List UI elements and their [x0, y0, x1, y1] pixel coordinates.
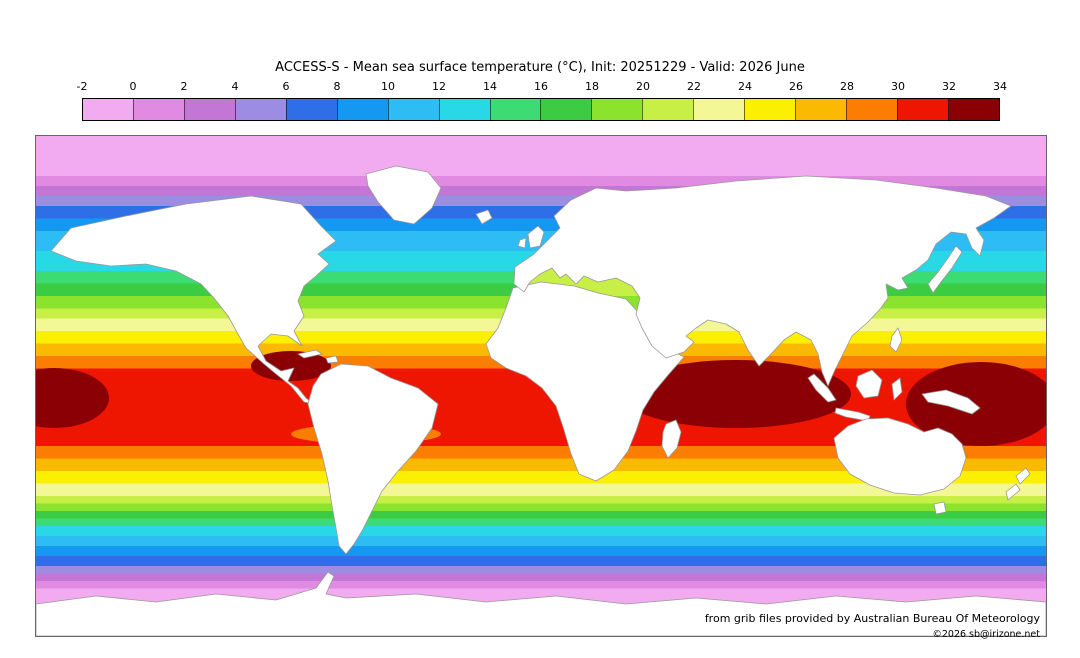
colorbar-segment	[336, 99, 388, 120]
colorbar-segment	[591, 99, 643, 120]
island-sumatra	[807, 373, 837, 403]
colorbar-tick-label: 6	[282, 80, 290, 93]
continent-australia	[833, 417, 967, 496]
island-ireland	[517, 237, 527, 249]
data-source-credit: from grib files provided by Australian B…	[704, 612, 1040, 625]
warm-pool-caribbean	[251, 351, 331, 381]
island-new-guinea	[921, 389, 981, 415]
colorbar: -2 0 2 4 6 8 10 12 14 16 18 20 22 24 26 28 30 32 34	[77, 80, 1007, 121]
continent-antarctica	[36, 571, 1046, 636]
colorbar-segment	[947, 99, 999, 120]
island-japan	[927, 245, 963, 294]
colorbar-tick-label: 0	[129, 80, 137, 93]
colorbar-tick-label: 20	[636, 80, 650, 93]
colorbar-tick-label: 28	[840, 80, 854, 93]
warm-pool-central-pacific	[36, 368, 109, 428]
page-title: ACCESS-S - Mean sea surface temperature …	[275, 60, 805, 75]
island-tasmania	[933, 501, 947, 515]
continent-eurasia	[513, 175, 1012, 387]
island-hispaniola	[325, 355, 339, 364]
colorbar-segment	[234, 99, 286, 120]
colorbar-tick-label: 22	[686, 80, 701, 93]
island-greenland	[365, 165, 442, 225]
world-sst-map	[36, 136, 1046, 636]
colorbar-segment	[744, 99, 796, 120]
colorbar-ticks: -2 0 2 4 6 8 10 12 14 16 18 20 22 24 26 28 30 32 34	[77, 80, 1007, 94]
colorbar-segment	[183, 99, 235, 120]
island-great-britain	[527, 225, 545, 249]
colorbar-tick-label: 10	[380, 80, 395, 93]
colorbar-tick-label: 30	[891, 80, 905, 93]
colorbar-segment	[897, 99, 948, 120]
colorbar-bar	[82, 98, 1000, 121]
island-philippines	[889, 327, 903, 353]
island-iceland	[475, 209, 493, 225]
island-new-zealand-north	[1015, 467, 1031, 485]
continent-africa	[485, 281, 685, 482]
island-new-zealand-south	[1005, 483, 1021, 501]
world-map-panel	[35, 135, 1047, 637]
island-madagascar	[661, 419, 682, 459]
colorbar-segment	[642, 99, 694, 120]
colorbar-tick-label: 8	[333, 80, 341, 93]
colorbar-tick-label: 34	[993, 80, 1007, 93]
colorbar-segment	[285, 99, 337, 120]
island-cuba	[297, 349, 323, 359]
colorbar-segment	[438, 99, 490, 120]
colorbar-segment	[489, 99, 541, 120]
colorbar-segment	[540, 99, 592, 120]
colorbar-tick-label: 18	[585, 80, 599, 93]
continent-south-america	[307, 363, 439, 555]
colorbar-tick-label: 2	[180, 80, 188, 93]
colorbar-tick-label: 14	[483, 80, 497, 93]
colorbar-segment	[846, 99, 897, 120]
colorbar-segment	[693, 99, 745, 120]
colorbar-tick-label: 12	[432, 80, 446, 93]
colorbar-tick-label: -2	[76, 80, 88, 93]
continent-north-america	[50, 195, 337, 405]
copyright-text: ©2026 sb@irizone.net	[932, 629, 1040, 640]
colorbar-tick-label: 16	[534, 80, 548, 93]
colorbar-segment	[795, 99, 847, 120]
colorbar-segment	[387, 99, 439, 120]
colorbar-tick-label: 24	[738, 80, 752, 93]
island-borneo	[855, 369, 883, 399]
colorbar-segment	[83, 99, 133, 120]
colorbar-tick-label: 32	[942, 80, 956, 93]
warm-pool-indian-ocean	[621, 360, 851, 428]
colorbar-segment	[132, 99, 184, 120]
warm-pool-west-pacific	[906, 362, 1046, 446]
colorbar-tick-label: 4	[231, 80, 239, 93]
colorbar-tick-label: 26	[789, 80, 803, 93]
island-sulawesi	[891, 377, 903, 401]
